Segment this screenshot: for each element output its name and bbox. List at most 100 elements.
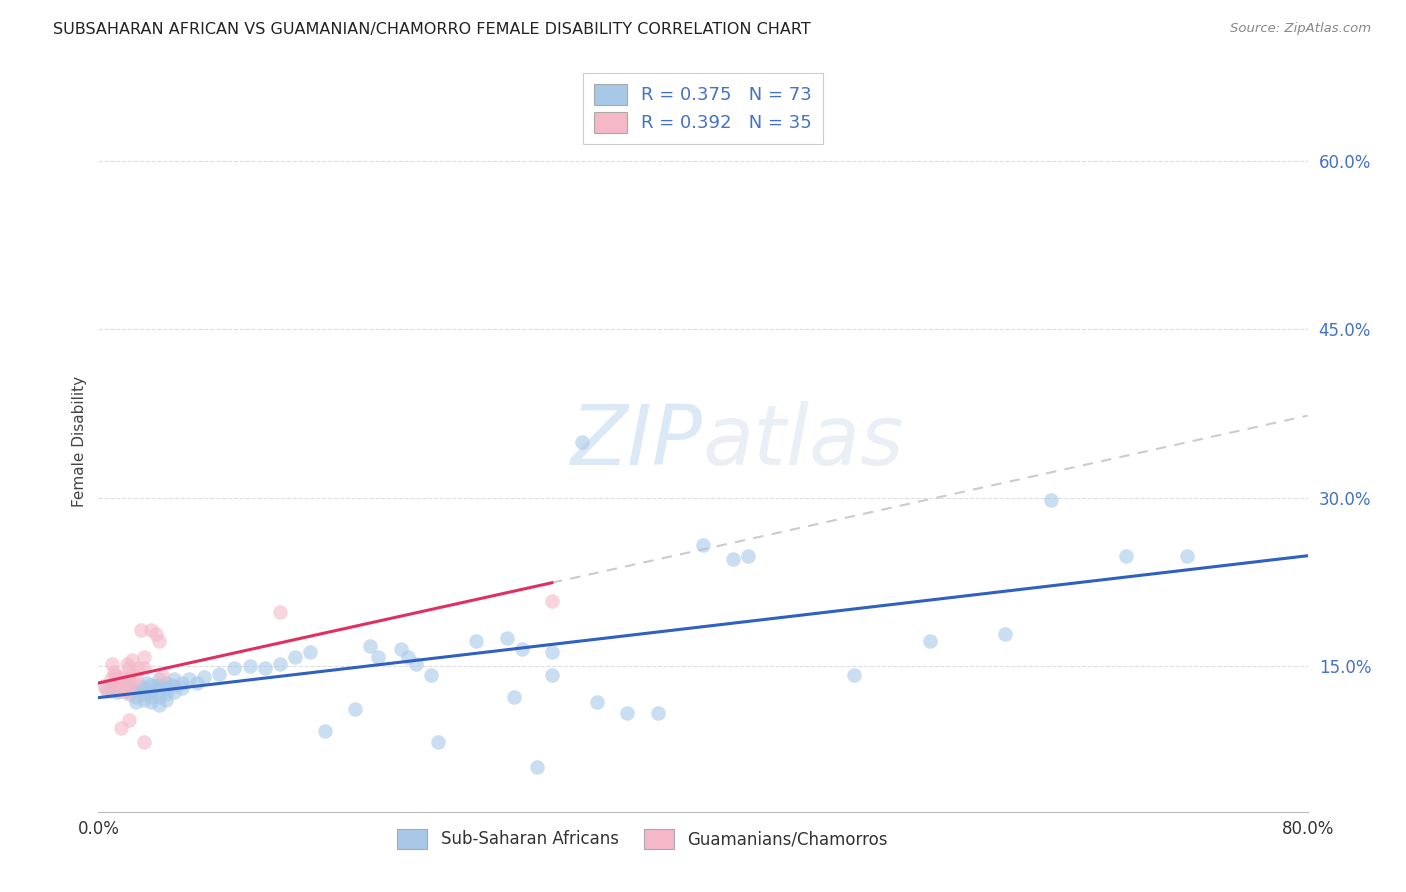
Point xyxy=(100,673,122,687)
Point xyxy=(122,668,145,682)
Point xyxy=(148,634,170,648)
Point xyxy=(465,634,488,648)
Point xyxy=(115,657,138,671)
Point xyxy=(586,695,609,709)
Point xyxy=(389,642,412,657)
Point xyxy=(155,692,177,706)
Point xyxy=(114,683,136,698)
Point xyxy=(121,681,143,696)
Point xyxy=(145,627,167,641)
Point xyxy=(110,683,132,698)
Point xyxy=(193,670,215,684)
Point xyxy=(104,668,127,682)
Point xyxy=(110,721,132,735)
Point xyxy=(96,683,118,698)
Point xyxy=(118,673,141,687)
Point xyxy=(125,690,148,705)
Text: Source: ZipAtlas.com: Source: ZipAtlas.com xyxy=(1230,22,1371,36)
Point xyxy=(132,649,155,664)
Point xyxy=(150,679,173,693)
Point xyxy=(540,594,562,608)
Point xyxy=(170,675,193,690)
Point xyxy=(360,639,382,653)
Point xyxy=(105,683,128,698)
Point xyxy=(125,673,148,687)
Point xyxy=(420,668,443,682)
Point xyxy=(118,687,141,701)
Point xyxy=(737,549,759,563)
Point xyxy=(540,668,562,682)
Point xyxy=(135,675,157,690)
Point xyxy=(1115,549,1137,563)
Point xyxy=(118,661,141,675)
Point xyxy=(125,683,148,698)
Point xyxy=(179,673,201,687)
Point xyxy=(110,675,132,690)
Point xyxy=(129,679,152,693)
Point xyxy=(427,735,450,749)
Point xyxy=(253,661,276,675)
Point xyxy=(396,649,419,664)
Point xyxy=(510,642,533,657)
Point xyxy=(103,665,125,679)
Point xyxy=(616,706,638,720)
Point xyxy=(132,687,155,701)
Point xyxy=(118,679,141,693)
Point xyxy=(224,661,246,675)
Point xyxy=(103,675,125,690)
Point xyxy=(148,683,170,698)
Point xyxy=(118,713,141,727)
Y-axis label: Female Disability: Female Disability xyxy=(72,376,87,508)
Point xyxy=(114,683,136,698)
Point xyxy=(299,645,322,659)
Point xyxy=(367,649,389,664)
Point xyxy=(239,659,262,673)
Point xyxy=(269,657,291,671)
Point xyxy=(150,668,173,682)
Text: atlas: atlas xyxy=(703,401,904,482)
Point xyxy=(132,735,155,749)
Point xyxy=(269,605,291,619)
Point xyxy=(163,684,186,698)
Point xyxy=(186,675,208,690)
Point xyxy=(108,675,131,690)
Point xyxy=(118,683,141,698)
Point xyxy=(132,692,155,706)
Point xyxy=(125,695,148,709)
Point xyxy=(405,657,427,671)
Point xyxy=(344,701,367,715)
Point xyxy=(148,678,170,692)
Point xyxy=(111,670,134,684)
Point xyxy=(136,683,159,698)
Point xyxy=(918,634,941,648)
Point xyxy=(141,690,163,705)
Point xyxy=(132,681,155,696)
Point xyxy=(844,668,866,682)
Point xyxy=(208,666,231,681)
Point xyxy=(526,760,548,774)
Point xyxy=(155,681,177,696)
Point xyxy=(127,661,149,675)
Point xyxy=(1175,549,1198,563)
Point xyxy=(93,679,115,693)
Point xyxy=(284,649,307,664)
Point xyxy=(503,690,526,705)
Point xyxy=(141,683,163,698)
Point xyxy=(647,706,669,720)
Point xyxy=(571,434,593,449)
Point xyxy=(141,695,163,709)
Point xyxy=(105,673,128,687)
Point xyxy=(94,681,117,696)
Point xyxy=(103,679,125,693)
Point xyxy=(107,670,129,684)
Point xyxy=(155,675,177,690)
Legend: Sub-Saharan Africans, Guamanians/Chamorros: Sub-Saharan Africans, Guamanians/Chamorr… xyxy=(391,822,894,855)
Point xyxy=(101,657,124,671)
Point xyxy=(314,723,336,738)
Point xyxy=(118,679,141,693)
Point xyxy=(141,623,163,637)
Point xyxy=(155,687,177,701)
Point xyxy=(540,645,562,659)
Point xyxy=(1039,492,1062,507)
Point xyxy=(148,698,170,713)
